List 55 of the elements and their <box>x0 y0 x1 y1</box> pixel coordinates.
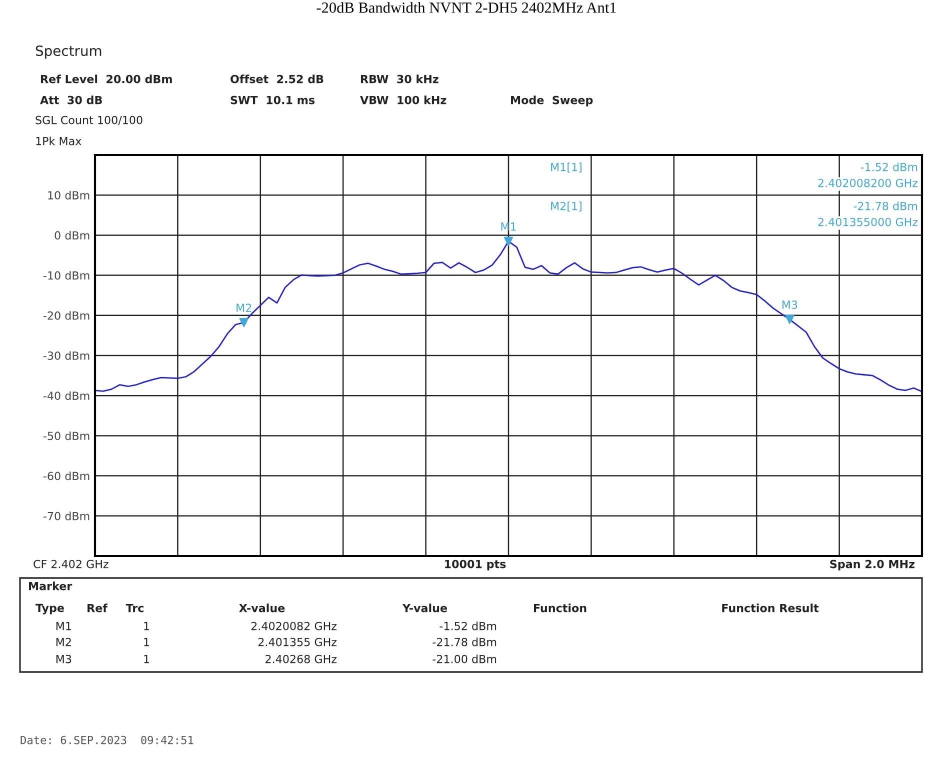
text: Date: 6.SEP.2023 09:42:51 <box>20 736 194 744</box>
text: -21.00 dBm <box>432 654 496 664</box>
text: Spectrum <box>36 46 102 59</box>
y-tick-label: -50 dBm <box>44 431 90 440</box>
text: M3 <box>56 654 72 664</box>
point <box>504 236 513 246</box>
text: 10001 pts <box>445 560 506 570</box>
y-tick-label: 10 dBm <box>48 190 90 200</box>
text: Trc <box>126 604 144 612</box>
text: M2 <box>56 638 71 646</box>
text: SGL Count 100/100 <box>36 116 142 126</box>
text: 2.4020082 GHz <box>251 622 337 630</box>
text: SWT 10.1 ms <box>230 96 315 104</box>
point <box>785 314 794 324</box>
data-label: M2 <box>236 304 252 312</box>
y-tick-label: -60 dBm <box>44 472 90 480</box>
annotation: -1.52 dBm <box>860 162 918 172</box>
text: 1 <box>144 622 149 630</box>
text: 1Pk Max <box>36 136 82 146</box>
data-label: M3 <box>782 300 798 309</box>
y-tick-label: -70 dBm <box>44 512 90 520</box>
text: Ref <box>88 604 108 612</box>
y-tick-label: -20 dBm <box>44 311 90 320</box>
text: 2.40268 GHz <box>266 654 337 664</box>
annotation: 2.402008200 GHz <box>818 178 918 188</box>
text: Function Result <box>722 604 819 612</box>
text: Att 30 dB <box>40 96 102 104</box>
y-tick-label: -10 dBm <box>44 271 90 280</box>
text: CF 2.402 GHz <box>34 560 108 568</box>
y-tick-label: -40 dBm <box>44 391 90 400</box>
text: Marker <box>29 582 72 590</box>
text: M1 <box>56 622 71 630</box>
text: Span 2.0 MHz <box>830 560 914 570</box>
text: VBW 100 kHz <box>360 96 446 104</box>
text: 1 <box>144 654 149 664</box>
text: 2.401355 GHz <box>258 638 337 646</box>
text: Mode Sweep <box>511 96 593 106</box>
text: RBW 30 kHz <box>361 74 438 84</box>
text: Y-value <box>402 604 447 612</box>
annotation: M2[1] <box>551 202 582 212</box>
text: 1 <box>144 638 149 646</box>
annotation: -21.78 dBm <box>854 202 918 210</box>
text: Ref Level 20.00 dBm <box>41 74 172 84</box>
annotation: 2.401355000 GHz <box>818 218 918 226</box>
y-tick-label: 0 dBm <box>54 230 90 240</box>
y-tick-label: -30 dBm <box>44 351 90 360</box>
annotation: M1[1] <box>551 162 582 173</box>
text: -1.52 dBm <box>440 622 496 630</box>
text: X-value <box>239 604 285 612</box>
text: Type <box>36 604 64 614</box>
text: Offset 2.52 dB <box>230 74 324 84</box>
text: Function <box>534 604 586 612</box>
point <box>239 318 248 328</box>
chart-title: -20dB Bandwidth NVNT 2-DH5 2402MHz Ant1 <box>316 2 616 13</box>
text: -21.78 dBm <box>432 638 496 646</box>
